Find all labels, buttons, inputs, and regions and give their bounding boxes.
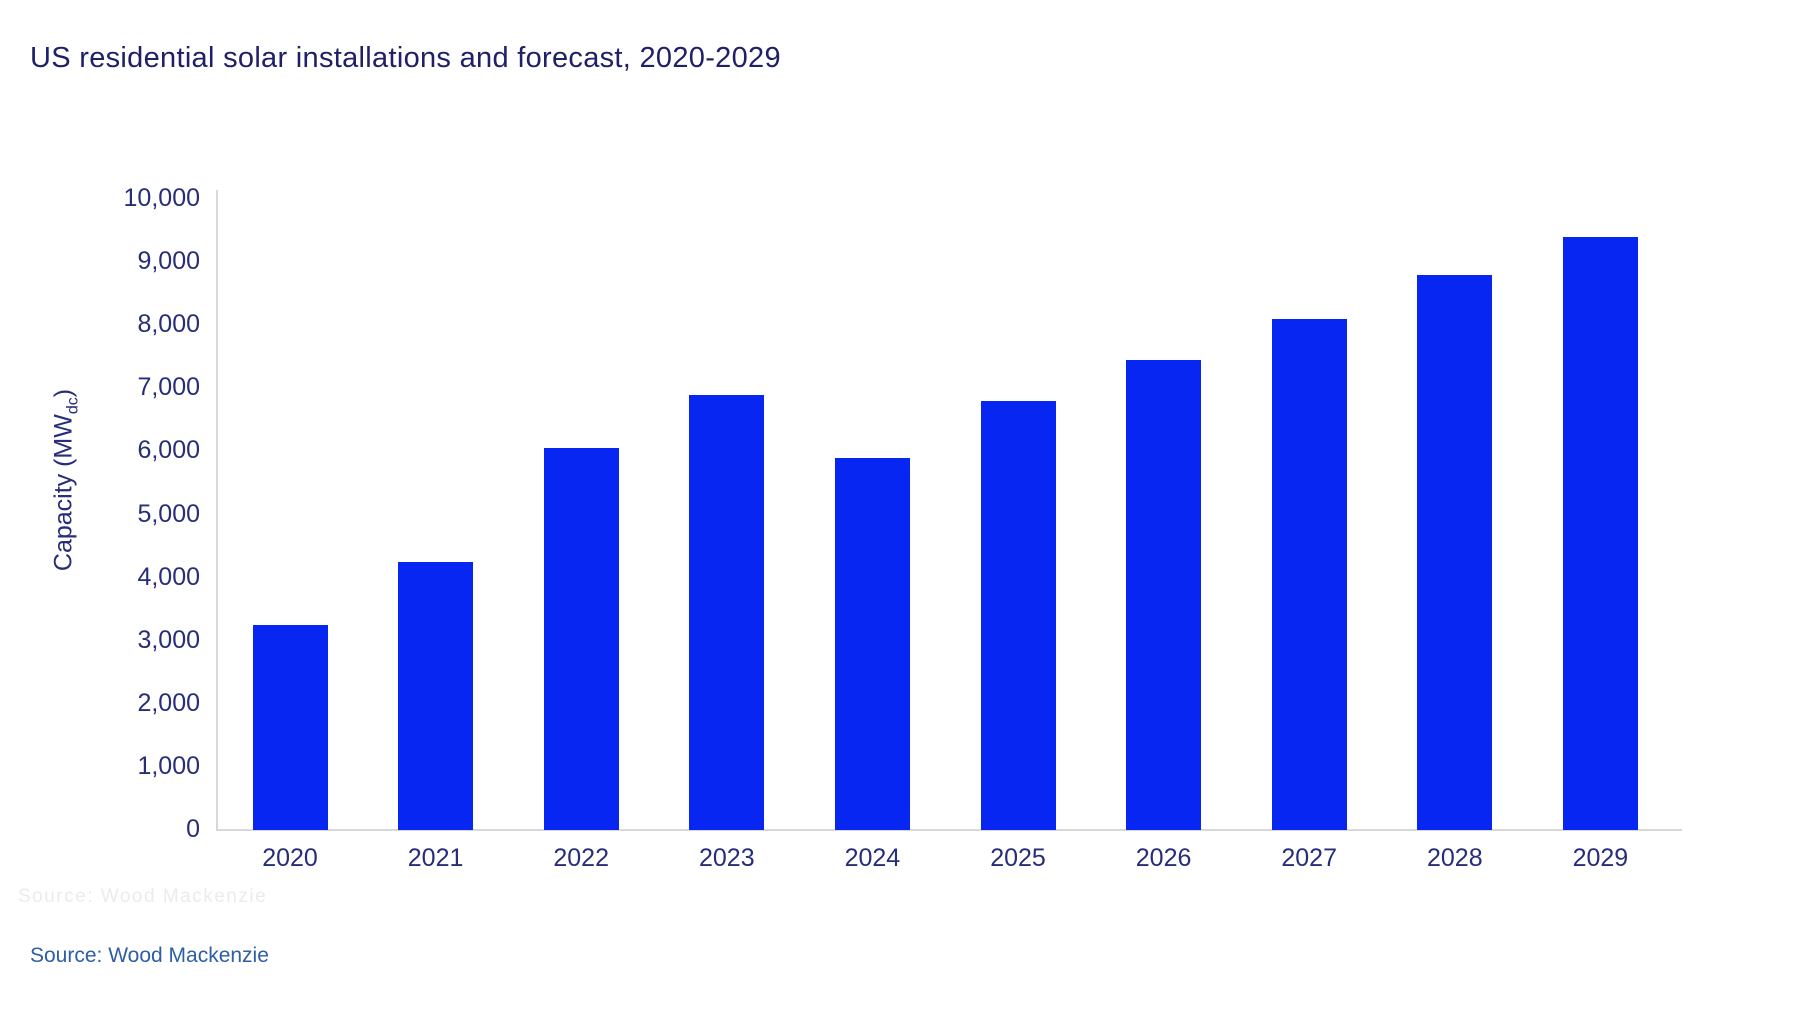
x-tick-label: 2028 <box>1426 844 1483 872</box>
bar-2029 <box>1562 236 1638 830</box>
y-tick-label: 3,000 <box>137 625 200 654</box>
y-tick-label: 0 <box>186 814 200 843</box>
bar-2025 <box>980 400 1056 830</box>
bar-2020 <box>252 624 328 830</box>
x-tick-label: 2024 <box>844 844 901 872</box>
x-tick-label: 2020 <box>262 844 318 872</box>
x-tick-label: 2021 <box>407 844 464 872</box>
bar-2027 <box>1271 318 1347 830</box>
faded-source-remnant: Source: Wood Mackenzie <box>18 886 268 907</box>
chart-title: US residential solar installations and f… <box>30 42 781 74</box>
y-tick-label: 7,000 <box>137 373 200 402</box>
bar-2023 <box>689 394 765 830</box>
bar-2021 <box>398 561 474 830</box>
x-tick-label: 2027 <box>1281 844 1337 872</box>
bar-2022 <box>543 448 619 830</box>
bar-2028 <box>1417 274 1493 830</box>
bar-2026 <box>1126 359 1202 830</box>
x-tick-label: 2023 <box>698 844 755 872</box>
x-tick-label: 2025 <box>990 844 1046 872</box>
bar-2024 <box>834 457 910 830</box>
x-axis-line <box>216 829 1682 831</box>
x-tick-label: 2022 <box>553 844 609 872</box>
y-tick-label: 1,000 <box>137 751 200 780</box>
y-tick-label: 5,000 <box>137 499 200 528</box>
x-tick-label: 2029 <box>1572 844 1629 872</box>
source-note: Source: Wood Mackenzie <box>30 944 269 967</box>
x-tick-label: 2026 <box>1135 844 1192 872</box>
y-tick-label: 9,000 <box>137 247 200 276</box>
y-axis-line <box>216 190 218 831</box>
y-tick-label: 2,000 <box>137 688 200 717</box>
y-tick-label: 8,000 <box>137 310 200 339</box>
y-tick-label: 10,000 <box>123 183 200 212</box>
y-tick-label: 4,000 <box>137 562 200 591</box>
y-axis-title: Capacity (MWdc) <box>50 389 83 571</box>
y-tick-label: 6,000 <box>137 436 200 465</box>
